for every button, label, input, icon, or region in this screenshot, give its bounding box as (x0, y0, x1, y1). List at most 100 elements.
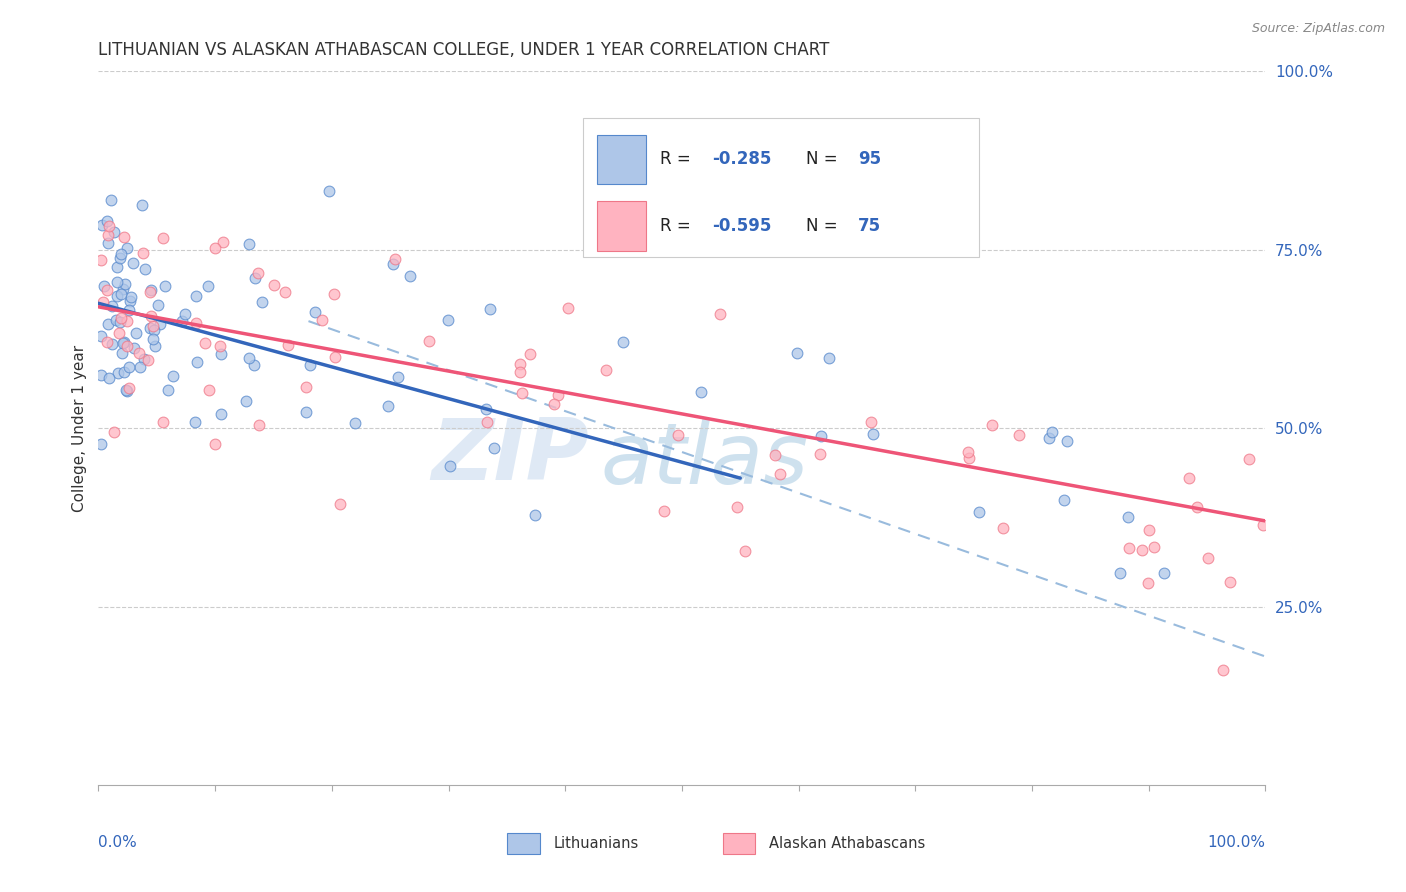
Point (112, 334, 135, 349)
Point (112, 229, 135, 244)
Point (111, 346, 134, 360)
Point (97, 228, 120, 243)
Point (111, 282, 134, 296)
Point (1153, 566, 1175, 580)
Point (304, 305, 326, 319)
Point (90, 219, 112, 233)
Point (763, 448, 786, 462)
Point (323, 287, 346, 301)
Point (103, 425, 125, 439)
Point (808, 447, 831, 461)
Point (152, 231, 174, 245)
Point (112, 336, 135, 351)
Point (612, 335, 634, 350)
Point (149, 317, 172, 331)
Point (384, 252, 406, 266)
Point (666, 428, 689, 442)
Point (107, 367, 129, 381)
Text: 100.0%: 100.0% (1208, 835, 1265, 850)
Point (110, 286, 132, 301)
Point (115, 383, 138, 397)
FancyBboxPatch shape (582, 118, 980, 257)
Point (107, 260, 129, 274)
Point (689, 385, 711, 400)
Point (96, 214, 118, 228)
Point (295, 379, 318, 393)
Point (184, 415, 207, 429)
Point (475, 415, 498, 429)
Bar (596, 135, 645, 185)
Point (209, 407, 232, 421)
Point (100, 193, 122, 207)
Point (172, 314, 194, 328)
Bar (508, 833, 540, 855)
Point (991, 521, 1014, 535)
Point (482, 442, 505, 456)
Point (246, 266, 269, 280)
Point (211, 235, 233, 250)
Point (103, 225, 125, 239)
Point (1109, 566, 1132, 581)
Point (197, 278, 219, 293)
Point (134, 262, 156, 277)
Text: Alaskan Athabascans: Alaskan Athabascans (769, 836, 925, 851)
Point (547, 388, 569, 402)
Point (859, 415, 882, 429)
Point (186, 289, 208, 303)
Point (162, 368, 184, 383)
Point (122, 341, 145, 355)
Text: R =: R = (659, 151, 696, 169)
Point (1040, 425, 1063, 439)
Point (90, 437, 112, 451)
Point (709, 307, 731, 321)
Point (510, 386, 533, 401)
Point (1008, 427, 1031, 442)
Point (100, 337, 122, 351)
Point (1185, 500, 1208, 515)
Point (981, 417, 1004, 432)
Point (439, 458, 461, 473)
Point (136, 352, 159, 367)
Point (1056, 434, 1078, 449)
Point (198, 383, 221, 397)
Point (479, 302, 502, 317)
Text: 95: 95 (858, 151, 882, 169)
Y-axis label: College, Under 1 year: College, Under 1 year (72, 344, 87, 512)
Point (1038, 431, 1060, 445)
Point (139, 321, 162, 335)
Point (90, 253, 112, 268)
Point (105, 313, 128, 327)
Point (97, 235, 120, 250)
Point (1219, 574, 1241, 589)
Point (818, 351, 841, 366)
Point (152, 415, 174, 429)
Point (295, 404, 318, 418)
Point (101, 299, 124, 313)
Text: 75: 75 (858, 218, 882, 235)
Point (957, 451, 980, 466)
Text: 0.0%: 0.0% (98, 835, 138, 850)
Point (238, 351, 260, 365)
Point (250, 294, 273, 309)
Point (114, 277, 136, 291)
Point (1116, 509, 1139, 524)
Point (475, 402, 498, 417)
Point (1251, 518, 1274, 533)
Point (1212, 663, 1234, 677)
Point (139, 310, 162, 324)
Point (595, 363, 617, 377)
Point (117, 314, 139, 328)
Point (509, 357, 531, 371)
Point (194, 335, 217, 350)
Point (105, 289, 128, 303)
Point (956, 445, 979, 459)
Point (249, 418, 271, 433)
Point (325, 350, 347, 364)
Point (148, 297, 170, 311)
Point (108, 326, 131, 341)
Point (382, 257, 405, 271)
Point (329, 497, 352, 511)
Point (277, 337, 299, 351)
Point (142, 323, 165, 337)
Point (1137, 523, 1160, 537)
